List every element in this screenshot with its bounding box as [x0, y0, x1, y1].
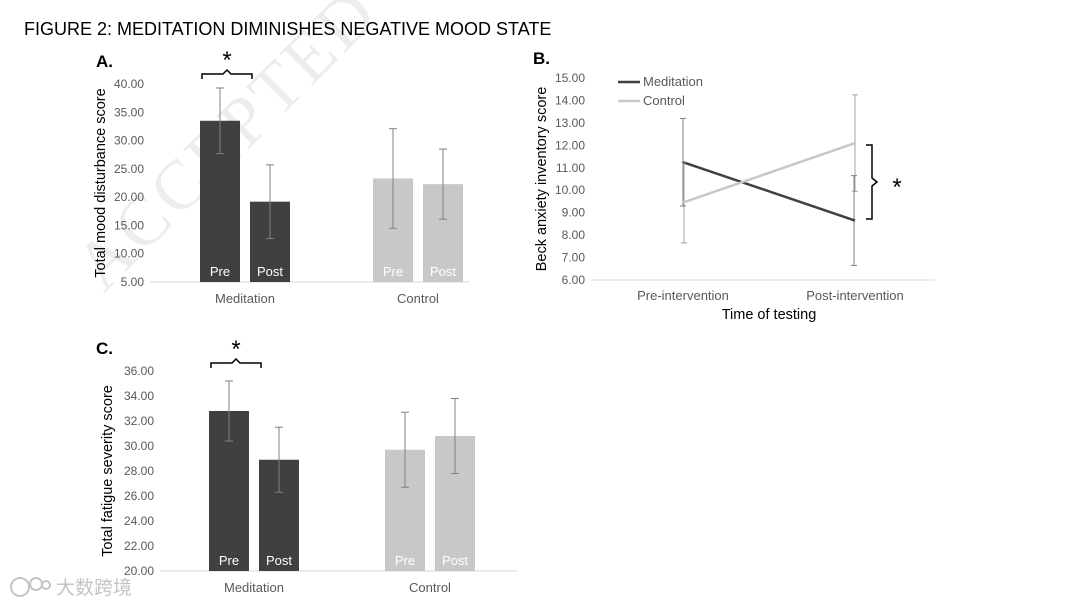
panel-a-ytick-label: 40.00	[114, 77, 144, 91]
panel-b-series-line	[682, 160, 856, 222]
panel-c-ytick-label: 36.00	[124, 364, 154, 378]
panel-c-group-label: Meditation	[224, 580, 284, 595]
panel-c-ytick-label: 30.00	[124, 439, 154, 453]
panel-a-bar-label: Pre	[383, 264, 403, 279]
panel-b-ytick-label: 9.00	[562, 206, 586, 220]
panel-b-legend-label: Meditation	[643, 74, 703, 89]
panel-c-ytick-label: 26.00	[124, 489, 154, 503]
panel-b-ytick-label: 10.00	[555, 183, 585, 197]
panel-c-group-label: Control	[409, 580, 451, 595]
panel-b-legend-label: Control	[643, 93, 685, 108]
panel-c-bar-label: Pre	[395, 553, 415, 568]
panel-a-bar-label: Post	[257, 264, 283, 279]
panel-a-label: A.	[96, 52, 113, 71]
panel-b-label: B.	[533, 49, 550, 68]
panel-a-significance-star: *	[222, 47, 231, 74]
panel-c-y-axis-label: Total fatigue severity score	[100, 385, 116, 557]
logo: 大数跨境	[8, 573, 132, 600]
panel-a-y-axis-label: Total mood disturbance score	[93, 88, 109, 277]
panel-b-ytick-label: 13.00	[555, 116, 585, 130]
panel-b-ytick-label: 8.00	[562, 228, 586, 242]
panel-c-ytick-label: 24.00	[124, 514, 154, 528]
panel-c-significance-star: *	[231, 336, 240, 363]
logo-icon	[10, 576, 51, 597]
panel-c-ytick-label: 22.00	[124, 539, 154, 553]
panel-b-ytick-label: 7.00	[562, 251, 586, 265]
panel-c-bar-label: Post	[442, 553, 468, 568]
panel-a-ytick-label: 15.00	[114, 218, 144, 232]
panel-c-ytick-label: 20.00	[124, 564, 154, 578]
panel-c-ytick-label: 34.00	[124, 389, 154, 403]
panel-a-bar-label: Pre	[210, 264, 230, 279]
panel-a-ytick-label: 5.00	[121, 275, 145, 289]
panel-c-ytick-label: 28.00	[124, 464, 154, 478]
panel-b-x-axis-label: Time of testing	[722, 307, 817, 323]
panel-a-group-label: Meditation	[215, 291, 275, 306]
panel-a-ytick-label: 30.00	[114, 134, 144, 148]
panel-b-y-axis-label: Beck anxiety inventory score	[534, 87, 550, 272]
panel-a-ytick-label: 10.00	[114, 247, 144, 261]
panel-b-ytick-label: 6.00	[562, 273, 586, 287]
panel-a-ytick-label: 20.00	[114, 190, 144, 204]
panel-a-group-label: Control	[397, 291, 439, 306]
panel-a-bar-label: Post	[430, 264, 456, 279]
panel-c-bar-label: Pre	[219, 553, 239, 568]
panel-c-ytick-label: 32.00	[124, 414, 154, 428]
panel-a-significance-bracket	[201, 68, 253, 79]
panel-b-series-line	[682, 141, 856, 204]
panel-b-ytick-label: 11.00	[556, 161, 585, 175]
panel-b-significance-star: *	[892, 174, 901, 201]
panel-c-label: C.	[96, 339, 113, 358]
logo-text: 大数跨境	[56, 577, 133, 599]
panel-b-ytick-label: 12.00	[555, 138, 585, 152]
panel-c-significance-bracket	[210, 357, 262, 368]
panel-b-xtick-label: Pre-intervention	[637, 288, 729, 303]
panel-b-xtick-label: Post-intervention	[806, 288, 904, 303]
figure-title: FIGURE 2: MEDITATION DIMINISHES NEGATIVE…	[24, 19, 552, 39]
panel-a-ytick-label: 25.00	[114, 162, 144, 176]
panel-c-bar-label: Post	[266, 553, 292, 568]
panel-b-ytick-label: 15.00	[555, 71, 585, 85]
panel-b-ytick-label: 14.00	[555, 93, 585, 107]
panel-b-significance-bracket	[866, 144, 879, 220]
panel-a-ytick-label: 35.00	[114, 105, 144, 119]
